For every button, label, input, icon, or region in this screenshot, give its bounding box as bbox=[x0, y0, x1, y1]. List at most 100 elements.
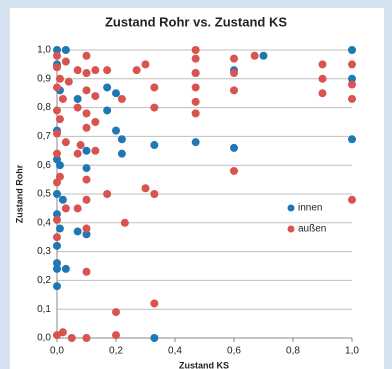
point bbox=[250, 51, 259, 60]
chart-title: Zustand Rohr vs. Zustand KS bbox=[105, 14, 287, 29]
point bbox=[53, 129, 61, 138]
point bbox=[191, 97, 200, 106]
point bbox=[53, 63, 61, 72]
point bbox=[67, 334, 76, 342]
point bbox=[73, 149, 82, 158]
point bbox=[61, 264, 70, 273]
point bbox=[55, 115, 64, 124]
point bbox=[91, 92, 100, 101]
y-tick-label: 0,5 bbox=[37, 189, 51, 200]
point bbox=[82, 146, 91, 155]
point bbox=[73, 204, 82, 213]
point bbox=[112, 331, 120, 340]
point bbox=[53, 210, 61, 219]
point bbox=[82, 175, 91, 184]
point bbox=[191, 46, 200, 54]
point bbox=[318, 74, 327, 83]
point bbox=[117, 135, 126, 144]
x-tick-label: 0,8 bbox=[286, 346, 300, 357]
point bbox=[112, 308, 120, 317]
point bbox=[120, 218, 129, 227]
point bbox=[53, 215, 61, 224]
point bbox=[348, 74, 356, 83]
point bbox=[73, 103, 82, 112]
y-tick-label: 0,2 bbox=[37, 275, 51, 286]
point bbox=[103, 83, 112, 92]
point bbox=[82, 195, 91, 204]
y-tick-label: 1,0 bbox=[37, 45, 51, 56]
point bbox=[82, 69, 91, 78]
point bbox=[230, 166, 238, 175]
point bbox=[150, 103, 159, 112]
point bbox=[348, 195, 356, 204]
point bbox=[132, 66, 141, 75]
legend-label: außen bbox=[298, 224, 326, 235]
y-tick-label: 0,9 bbox=[37, 73, 51, 84]
point bbox=[82, 230, 91, 239]
point bbox=[348, 135, 356, 144]
point bbox=[76, 141, 85, 150]
point bbox=[103, 106, 112, 115]
y-tick-label: 0,8 bbox=[37, 102, 51, 113]
y-tick-label: 0,1 bbox=[37, 304, 51, 315]
point bbox=[230, 54, 238, 63]
y-tick-label: 0,3 bbox=[37, 246, 51, 257]
point bbox=[53, 46, 61, 54]
point bbox=[191, 138, 200, 147]
point bbox=[53, 259, 61, 268]
point bbox=[53, 149, 61, 158]
point bbox=[82, 51, 91, 60]
point bbox=[73, 227, 82, 236]
x-tick-label: 0,2 bbox=[109, 346, 123, 357]
point bbox=[117, 149, 126, 158]
point bbox=[348, 60, 356, 69]
point bbox=[150, 299, 159, 308]
y-tick-label: 0,4 bbox=[37, 217, 51, 228]
point bbox=[191, 109, 200, 118]
point bbox=[53, 282, 61, 291]
point bbox=[150, 190, 159, 198]
point bbox=[103, 190, 112, 198]
point bbox=[53, 241, 61, 250]
point bbox=[53, 178, 61, 187]
point bbox=[82, 164, 91, 173]
point bbox=[191, 54, 200, 63]
point bbox=[53, 233, 61, 242]
point bbox=[348, 94, 356, 103]
point bbox=[55, 74, 64, 83]
point bbox=[61, 57, 70, 66]
x-axis-label: Zustand KS bbox=[179, 360, 229, 369]
y-tick-label: 0,0 bbox=[37, 333, 51, 344]
point bbox=[91, 146, 100, 155]
point bbox=[82, 267, 91, 276]
x-tick-label: 0,4 bbox=[168, 346, 182, 357]
point bbox=[61, 46, 70, 54]
legend-marker bbox=[287, 204, 295, 212]
point bbox=[150, 83, 159, 92]
point bbox=[53, 106, 61, 115]
point bbox=[259, 51, 268, 60]
point bbox=[103, 66, 112, 75]
point bbox=[82, 334, 91, 342]
point bbox=[191, 69, 200, 78]
point bbox=[64, 77, 73, 86]
point bbox=[150, 334, 159, 342]
point bbox=[318, 60, 327, 69]
point bbox=[82, 109, 91, 118]
point bbox=[61, 138, 70, 147]
point bbox=[53, 331, 61, 340]
point bbox=[230, 143, 238, 152]
point bbox=[82, 86, 91, 95]
point bbox=[150, 141, 159, 150]
point bbox=[55, 224, 64, 233]
point bbox=[82, 224, 91, 233]
point bbox=[58, 94, 67, 103]
point bbox=[53, 264, 61, 273]
point bbox=[230, 86, 238, 95]
x-tick-label: 1,0 bbox=[345, 346, 359, 357]
point bbox=[112, 126, 120, 135]
point bbox=[82, 123, 91, 132]
point bbox=[112, 89, 120, 98]
